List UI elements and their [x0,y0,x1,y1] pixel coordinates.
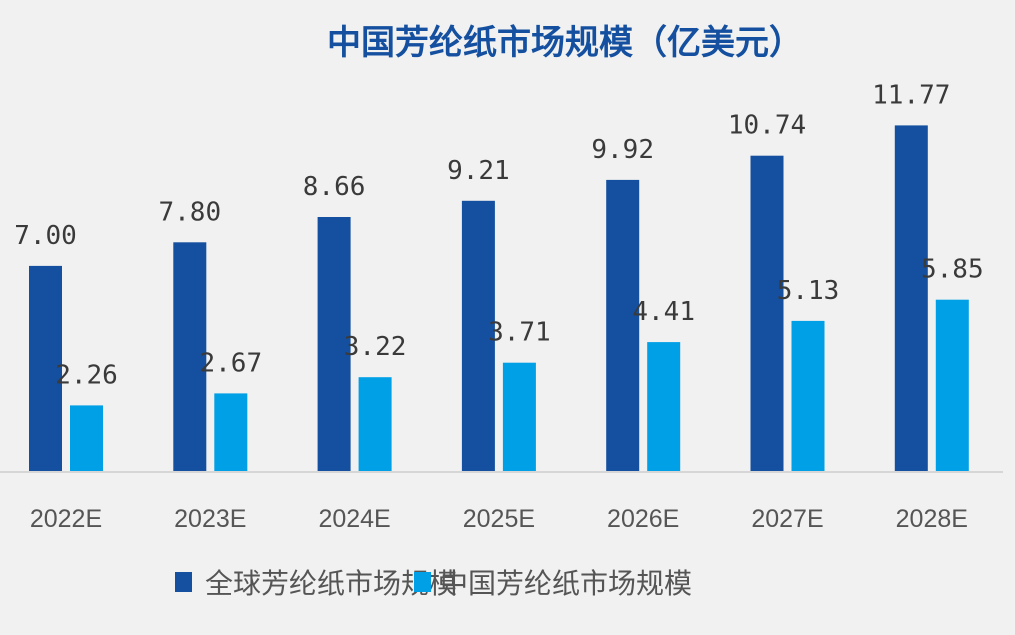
data-label-global-2023E: 7.80 [158,197,221,227]
x-tick-label: 2022E [30,505,102,533]
data-label-global-2026E: 9.92 [591,135,654,165]
bar-china-2025E [502,362,536,472]
x-tick-label: 2028E [896,505,968,533]
legend-swatch-global [175,572,192,592]
data-label-china-2026E: 4.41 [632,297,695,327]
data-label-china-2025E: 3.71 [488,318,551,348]
bar-global-2025E [461,200,495,473]
data-label-china-2022E: 2.26 [55,360,118,390]
data-label-global-2027E: 10.74 [728,111,806,141]
chart-title: 中国芳纶纸市场规模（亿美元） [327,23,803,63]
bar-china-2027E [791,320,825,472]
x-tick-label: 2024E [318,505,390,533]
x-tick-label: 2025E [463,505,535,533]
data-label-global-2022E: 7.00 [14,221,77,251]
legend: 全球芳纶纸市场规模 中国芳纶纸市场规模 [175,567,692,600]
bar-china-2023E [214,393,248,472]
x-tick-labels: 2022E 2023E 2024E 2025E 2026E 2027E 2028E [30,505,968,533]
x-tick-label: 2027E [751,505,823,533]
bar-global-2023E [173,242,207,472]
data-label-china-2023E: 2.67 [199,348,262,378]
x-tick-label: 2023E [174,505,246,533]
bar-china-2022E [70,405,103,472]
legend-label-china: 中国芳纶纸市场规模 [440,567,692,600]
bar-global-2022E [29,265,62,473]
bar-global-2026E [606,179,640,472]
legend-swatch-china [414,572,431,592]
x-tick-label: 2026E [607,505,679,533]
bar-global-2027E [750,155,784,472]
bar-global-2028E [894,125,928,473]
data-label-global-2024E: 8.66 [303,172,366,202]
bar-global-2024E [317,217,351,472]
bar-china-2024E [358,377,392,472]
data-label-china-2028E: 5.85 [921,255,984,285]
bars-group: 7.00 2.26 7.80 2.67 8.66 3.22 9.21 3.71 9.92 4.41… [14,80,984,473]
bar-china-2028E [935,299,969,472]
data-label-global-2025E: 9.21 [447,156,510,186]
data-label-china-2024E: 3.22 [344,332,407,362]
data-label-china-2027E: 5.13 [777,276,840,306]
data-label-global-2028E: 11.77 [872,80,950,110]
bar-china-2026E [647,342,681,472]
